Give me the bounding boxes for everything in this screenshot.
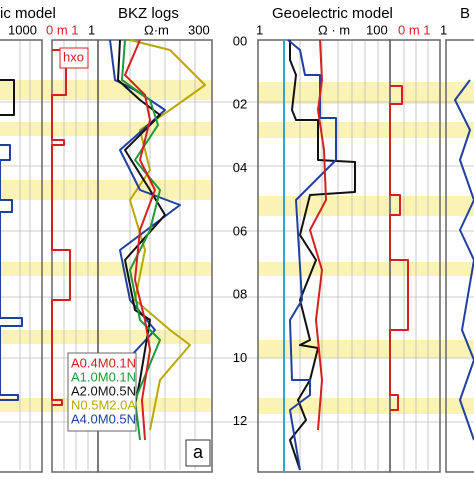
depth-label: 02 — [233, 97, 247, 112]
hxo-label: hxo — [63, 49, 84, 64]
depth-label: 06 — [233, 223, 247, 238]
scale-max: 100 — [366, 22, 388, 37]
legend-entry: A0.4M0.1N — [71, 355, 136, 370]
legend-entry: A4.0M0.5N — [71, 411, 136, 426]
depth-label: 12 — [233, 413, 247, 428]
panel-letter-box — [185, 439, 211, 467]
hxo-box — [59, 47, 89, 69]
bkz-scale-min: 1 — [88, 22, 95, 37]
depth-label: 10 — [233, 350, 247, 365]
hxo-scale: 0 m 1 — [398, 22, 431, 37]
next-title: B — [460, 5, 470, 22]
legend: A0.4M0.1NA1.0M0.1NA2.0M0.5NN0.5M2.0AA4.0… — [71, 355, 136, 426]
legend-entry: A2.0M0.5N — [71, 383, 136, 398]
depth-axis: 00 02 04 06 08 10 12 — [233, 33, 247, 428]
scale-max: 1000 — [8, 22, 37, 37]
depth-label: 08 — [233, 287, 247, 302]
depth-label: 00 — [233, 33, 247, 48]
track-frames — [0, 39, 474, 473]
curves — [0, 39, 474, 471]
left-title: ic model — [0, 5, 56, 22]
bkz-unit: Ω·m — [144, 22, 169, 37]
legend-box — [67, 352, 137, 432]
next-scale: 1 — [440, 22, 447, 37]
bkz-title: BKZ logs — [118, 5, 179, 22]
legend-entry: N0.5M2.0A — [71, 397, 136, 412]
scale-min: 1 — [256, 22, 263, 37]
hxo-scale: 0 m 1 — [46, 22, 79, 37]
panel-letter: a — [193, 442, 204, 462]
legend-entry: A1.0M0.1N — [71, 369, 136, 384]
right-title: Geoelectric model — [272, 5, 393, 22]
depth-label: 04 — [233, 160, 247, 175]
unit: Ω · m — [318, 22, 350, 37]
bkz-scale-max: 300 — [188, 22, 210, 37]
